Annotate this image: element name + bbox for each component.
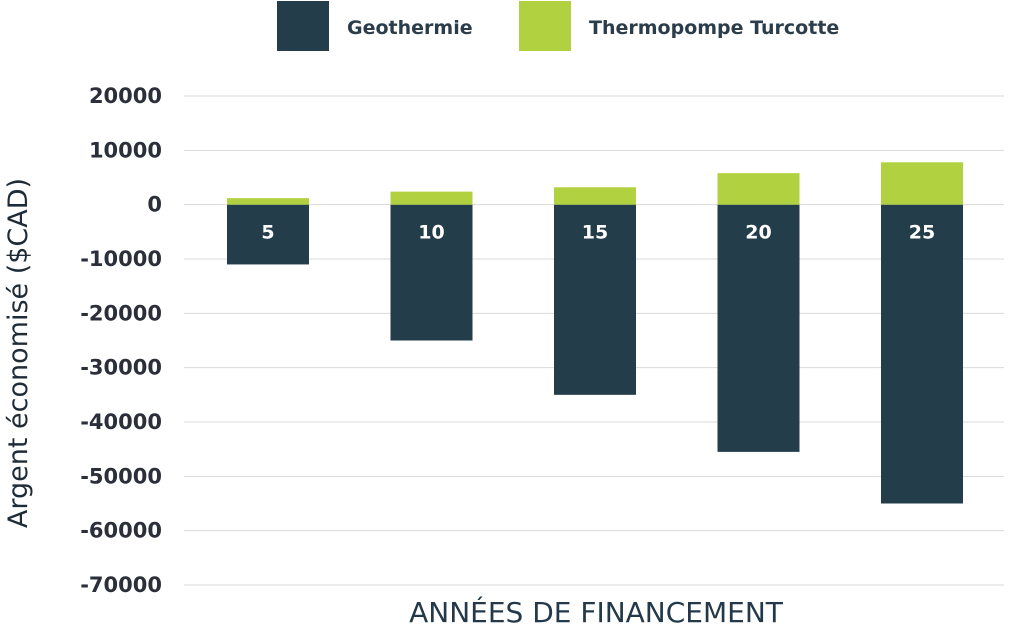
- y-tick-label: 0: [147, 193, 162, 217]
- bar-thermopompe: [227, 198, 309, 205]
- y-tick-label: -40000: [80, 410, 162, 434]
- legend-swatch: [277, 1, 329, 51]
- bar-geothermie: [717, 204, 800, 452]
- y-tick-label: -20000: [80, 301, 162, 325]
- y-tick-label: -60000: [80, 519, 162, 543]
- bar-geothermie: [554, 204, 636, 395]
- y-tick-label: -30000: [80, 356, 162, 380]
- y-tick-label: 20000: [89, 84, 162, 108]
- y-tick-label: -50000: [80, 464, 162, 488]
- y-tick-label: -70000: [80, 573, 162, 597]
- y-axis-title: Argent économisé ($CAD): [3, 178, 34, 528]
- bar-category-label: 25: [909, 222, 935, 244]
- legend: Geothermie Thermopompe Turcotte: [277, 1, 839, 51]
- bar-geothermie: [227, 204, 309, 265]
- bar-thermopompe: [717, 173, 800, 205]
- x-axis-title: ANNÉES DE FINANCEMENT: [409, 595, 784, 625]
- legend-swatch: [519, 1, 571, 51]
- bar-category-label: 15: [582, 222, 608, 244]
- legend-label: Geothermie: [347, 17, 473, 39]
- y-tick-labels: 20000 10000 0 -10000 -20000 -30000 -40000 -5000…: [80, 84, 162, 597]
- bar-thermopompe: [881, 162, 963, 205]
- bar-labels: 5 10 15 20 25: [261, 222, 935, 244]
- y-tick-label: -10000: [80, 247, 162, 271]
- bar-thermopompe: [390, 191, 473, 205]
- bar-category-label: 10: [418, 222, 444, 244]
- bar-category-label: 5: [261, 222, 274, 244]
- bars: [227, 162, 963, 504]
- bar-geothermie: [881, 204, 963, 504]
- bar-category-label: 20: [745, 222, 771, 244]
- legend-label: Thermopompe Turcotte: [589, 17, 839, 39]
- y-tick-label: 10000: [89, 138, 162, 162]
- bar-thermopompe: [554, 187, 636, 205]
- bar-geothermie: [390, 204, 473, 341]
